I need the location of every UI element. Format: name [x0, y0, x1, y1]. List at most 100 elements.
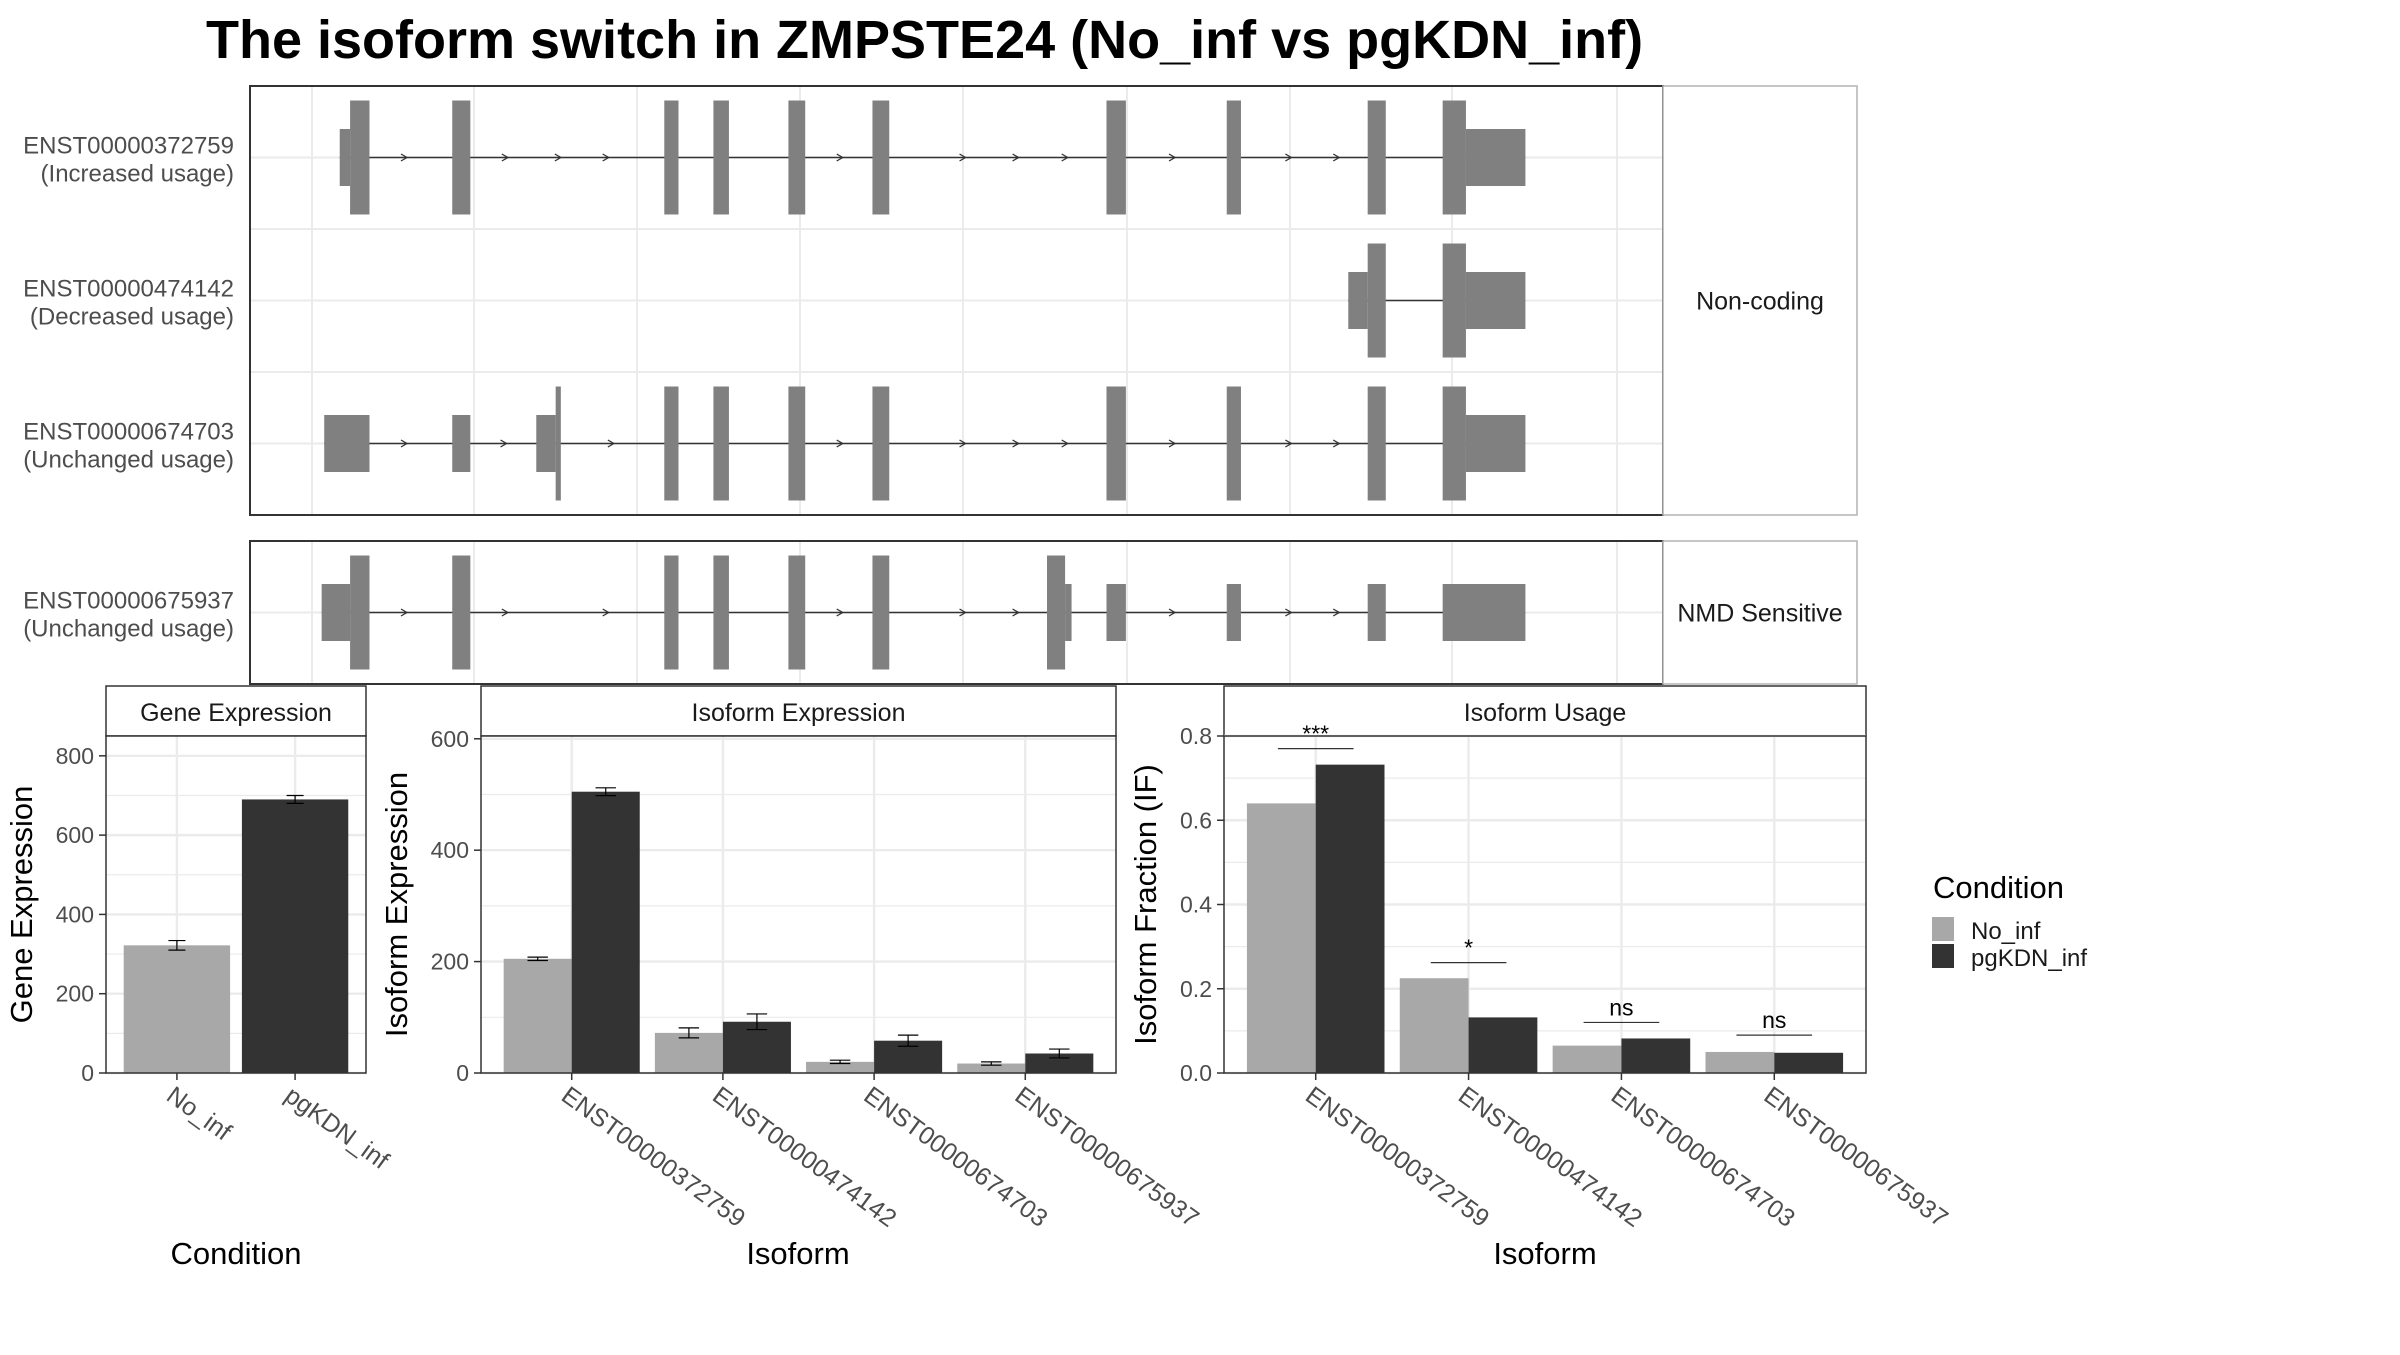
- y-axis-label: Isoform Fraction (IF): [1128, 764, 1163, 1045]
- bar-no-inf: [1399, 978, 1469, 1073]
- x-tick-label: pgKDN_inf: [280, 1081, 394, 1175]
- intron-arrow: [959, 153, 967, 162]
- exon-block: [1106, 584, 1126, 641]
- exon-block: [350, 100, 370, 215]
- exon-block: [321, 584, 351, 641]
- exon-block: [1065, 584, 1072, 641]
- exon-block: [1367, 100, 1386, 215]
- gene-expression-chart: Gene Expression 0 200 400 600 800 No_inf pgKDN_…: [4, 685, 394, 1271]
- intron-arrow: [607, 439, 616, 448]
- exon-block: [452, 415, 471, 472]
- exon-block: [1047, 555, 1066, 670]
- intron-arrow: [1285, 439, 1293, 448]
- exon-block: [1442, 584, 1526, 641]
- significance-label: *: [1464, 935, 1473, 961]
- y-tick-label: 600: [56, 822, 94, 848]
- legend-title: Condition: [1933, 870, 2064, 905]
- isoform-expression-chart: Isoform Expression0200400600ENST00000372…: [379, 685, 1204, 1271]
- exon-block: [1226, 386, 1241, 501]
- chart-panel-border: [105, 735, 367, 1074]
- exon-block: [1465, 129, 1526, 186]
- intron-arrow: [1012, 153, 1020, 162]
- bar-pgkdn-inf: [1774, 1052, 1844, 1073]
- exon-block: [1106, 100, 1126, 215]
- intron-arrow: [836, 153, 845, 162]
- bar-pgkdn-inf: [1025, 1053, 1094, 1073]
- isoform-usage-label: (Increased usage): [41, 161, 234, 188]
- condition-legend: Condition No_inf pgKDN_inf: [1932, 870, 2087, 972]
- bar-pgkdn-inf: [722, 1021, 791, 1073]
- intron-arrow: [400, 153, 409, 162]
- y-tick-label: 400: [431, 837, 469, 863]
- bar-no-inf: [503, 958, 572, 1073]
- bar-pgkdn-inf: [1468, 1017, 1538, 1073]
- intron-arrow: [959, 608, 967, 617]
- intron-arrow: [1168, 608, 1177, 617]
- y-axis-label: Gene Expression: [4, 786, 39, 1024]
- legend-label-pgkdn-inf: pgKDN_inf: [1971, 945, 2087, 972]
- intron-arrow: [1061, 439, 1069, 448]
- isoform-usage-label: (Unchanged usage): [23, 447, 234, 474]
- exon-block: [788, 386, 806, 501]
- y-tick-label: 400: [56, 901, 94, 927]
- y-tick-label: 0.8: [1180, 723, 1212, 749]
- exon-block: [664, 555, 679, 670]
- y-tick-label: 0: [456, 1060, 469, 1086]
- isoform-id-label: ENST00000372759: [23, 133, 234, 160]
- chart-title: Isoform Usage: [1464, 699, 1627, 727]
- exon-block: [452, 100, 471, 215]
- facet-strip-label: Non-coding: [1696, 288, 1824, 316]
- exon-block: [339, 129, 351, 186]
- exon-block: [788, 100, 806, 215]
- exon-block: [555, 386, 561, 501]
- significance-label: ns: [1762, 1007, 1786, 1033]
- intron-arrow: [400, 608, 409, 617]
- y-axis-label: Isoform Expression: [379, 772, 414, 1037]
- legend-key-pgkdn-inf: [1932, 944, 1954, 968]
- x-axis-label: Condition: [171, 1236, 302, 1271]
- bar-no-inf: [123, 945, 231, 1073]
- exon-block: [1226, 100, 1241, 215]
- exon-block: [1465, 272, 1526, 329]
- intron-arrow: [1285, 608, 1293, 617]
- facet-strip: [1662, 85, 1858, 516]
- bar-no-inf: [1705, 1051, 1775, 1073]
- intron-arrow: [1332, 439, 1341, 448]
- exon-block: [1226, 584, 1241, 641]
- y-tick-label: 0: [81, 1060, 94, 1086]
- intron-arrow: [1168, 439, 1177, 448]
- exon-block: [1442, 100, 1466, 215]
- significance-label: ***: [1302, 721, 1329, 747]
- bar-pgkdn-inf: [1621, 1038, 1691, 1073]
- bar-no-inf: [1246, 803, 1316, 1073]
- isoform-usage-chart: Isoform Usage****ns ns0.00.20.40.60.8ENST…: [1128, 685, 1953, 1271]
- intron-arrow: [1012, 439, 1020, 448]
- x-axis-label: Isoform: [746, 1236, 849, 1271]
- y-tick-label: 0.0: [1180, 1060, 1212, 1086]
- exon-block: [1348, 272, 1368, 329]
- bar-no-inf: [957, 1063, 1026, 1073]
- exon-block: [664, 386, 679, 501]
- bar-no-inf: [654, 1032, 723, 1073]
- exon-block: [872, 555, 890, 670]
- intron-arrow: [602, 608, 610, 617]
- exon-block: [713, 555, 729, 670]
- structure-group-0: ENST00000372759(Increased usage) ENST0000…: [23, 85, 1858, 516]
- legend-key-no-inf: [1932, 917, 1954, 941]
- exon-block: [452, 555, 471, 670]
- isoform-id-label: ENST00000474142: [23, 276, 234, 303]
- intron-arrow: [554, 153, 563, 162]
- intron-arrow: [1012, 608, 1020, 617]
- isoform-id-label: ENST00000674703: [23, 419, 234, 446]
- exon-block: [1465, 415, 1526, 472]
- y-tick-label: 0.6: [1180, 807, 1212, 833]
- intron-arrow: [400, 439, 409, 448]
- isoform-structure-panel: ENST00000372759(Increased usage) ENST0000…: [23, 85, 1858, 685]
- exon-block: [664, 100, 679, 215]
- structure-group-1: ENST00000675937(Unchanged usage) NMD Sens…: [23, 540, 1858, 685]
- intron-arrow: [836, 608, 845, 617]
- chart-title: Isoform Expression: [692, 699, 906, 727]
- bar-pgkdn-inf: [241, 799, 349, 1073]
- y-tick-label: 200: [56, 981, 94, 1007]
